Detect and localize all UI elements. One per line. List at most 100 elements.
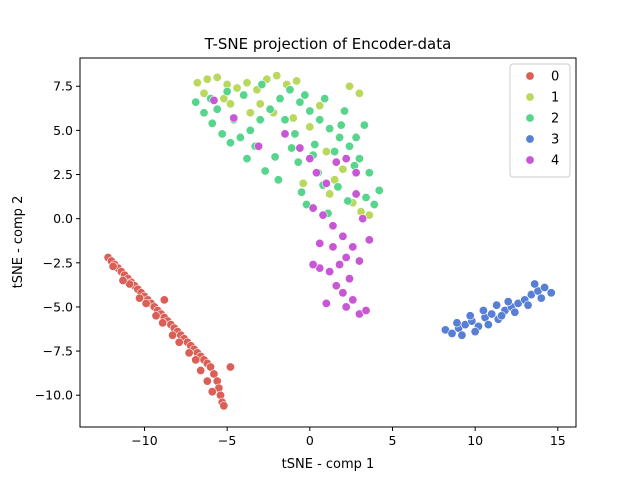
scatter-point-class-4 xyxy=(358,214,368,224)
scatter-point-class-2 xyxy=(217,129,227,139)
scatter-point-class-3 xyxy=(536,293,546,303)
scatter-point-class-4 xyxy=(341,253,351,263)
scatter-point-class-1 xyxy=(315,101,325,111)
scatter-point-class-4 xyxy=(321,298,331,308)
scatter-point-class-4 xyxy=(321,178,331,188)
legend-label-1: 1 xyxy=(551,91,559,106)
y-tick-label: −10.0 xyxy=(35,388,73,403)
scatter-point-class-2 xyxy=(255,115,265,125)
scatter-point-class-0 xyxy=(159,295,169,305)
y-tick-label: −5.0 xyxy=(43,299,73,314)
scatter-point-class-3 xyxy=(483,320,493,330)
scatter-point-class-2 xyxy=(295,97,305,107)
scatter-point-class-4 xyxy=(354,256,364,266)
scatter-point-class-2 xyxy=(245,125,255,135)
scatter-point-class-4 xyxy=(348,242,358,252)
legend-marker-2 xyxy=(525,113,535,123)
scatter-point-class-2 xyxy=(310,140,320,150)
scatter-point-class-0 xyxy=(158,318,168,328)
scatter-point-class-4 xyxy=(229,113,239,123)
x-tick-label: 5 xyxy=(389,433,397,448)
legend-marker-0 xyxy=(525,71,535,81)
scatter-point-class-1 xyxy=(202,74,212,84)
scatter-point-class-4 xyxy=(295,143,305,153)
scatter-point-class-1 xyxy=(242,78,252,88)
y-tick-label: 0.0 xyxy=(53,211,73,226)
scatter-point-class-1 xyxy=(255,99,265,109)
y-tick-label: 7.5 xyxy=(53,79,73,94)
scatter-point-class-4 xyxy=(348,295,358,305)
scatter-point-class-4 xyxy=(364,235,374,245)
x-tick-label: 0 xyxy=(306,433,314,448)
scatter-point-class-0 xyxy=(168,330,178,340)
legend-box xyxy=(509,63,571,178)
scatter-point-class-2 xyxy=(354,154,364,164)
scatter-point-class-4 xyxy=(315,238,325,248)
x-tick-label: 15 xyxy=(550,433,566,448)
scatter-point-class-0 xyxy=(135,293,145,303)
scatter-point-class-2 xyxy=(191,97,201,107)
scatter-point-class-0 xyxy=(202,376,212,386)
legend-label-2: 2 xyxy=(551,112,559,127)
scatter-point-class-2 xyxy=(257,79,267,89)
scatter-point-class-2 xyxy=(351,132,361,142)
scatter-point-class-3 xyxy=(503,297,513,307)
scatter-point-class-2 xyxy=(343,196,353,206)
scatter-points xyxy=(103,71,556,411)
scatter-point-class-2 xyxy=(340,106,350,116)
scatter-point-class-1 xyxy=(325,189,335,199)
scatter-point-class-1 xyxy=(292,76,302,86)
scatter-point-class-3 xyxy=(447,328,457,338)
scatter-point-class-2 xyxy=(336,120,346,130)
scatter-point-class-1 xyxy=(354,88,364,98)
scatter-point-class-4 xyxy=(341,154,351,164)
scatter-point-class-2 xyxy=(359,120,369,130)
scatter-point-class-0 xyxy=(184,348,194,358)
scatter-point-class-0 xyxy=(219,401,229,411)
y-tick-label: −2.5 xyxy=(43,255,73,270)
scatter-point-class-2 xyxy=(320,94,330,104)
legend-marker-3 xyxy=(525,134,535,144)
plot-frame xyxy=(79,57,577,428)
legend-label-3: 3 xyxy=(551,133,559,148)
y-tick-label: −7.5 xyxy=(43,344,73,359)
scatter-point-class-0 xyxy=(151,311,161,321)
scatter-point-class-3 xyxy=(497,311,507,321)
scatter-point-class-3 xyxy=(523,300,533,310)
scatter-point-class-2 xyxy=(333,182,343,192)
scatter-point-class-2 xyxy=(242,154,252,164)
scatter-point-class-4 xyxy=(318,210,328,220)
scatter-point-class-2 xyxy=(280,115,290,125)
scatter-point-class-1 xyxy=(245,108,255,118)
scatter-point-class-2 xyxy=(199,108,209,118)
scatter-point-class-1 xyxy=(272,71,282,81)
scatter-point-class-4 xyxy=(311,168,321,178)
scatter-point-class-4 xyxy=(325,267,335,277)
scatter-point-class-0 xyxy=(225,362,235,372)
scatter-point-class-2 xyxy=(361,192,371,202)
scatter-point-class-1 xyxy=(225,99,235,109)
scatter-point-class-2 xyxy=(330,147,340,157)
scatter-point-class-4 xyxy=(331,281,341,291)
scatter-point-class-2 xyxy=(275,94,285,104)
scatter-point-class-2 xyxy=(325,124,335,134)
scatter-point-class-4 xyxy=(280,129,290,139)
scatter-point-class-4 xyxy=(338,288,348,298)
scatter-point-class-4 xyxy=(351,168,361,178)
scatter-point-class-2 xyxy=(212,104,222,114)
scatter-point-class-3 xyxy=(457,330,467,340)
scatter-point-class-4 xyxy=(351,189,361,199)
scatter-point-class-2 xyxy=(344,141,354,151)
scatter-point-class-0 xyxy=(191,355,201,365)
scatter-point-class-3 xyxy=(492,300,502,310)
scatter-point-class-2 xyxy=(273,175,283,185)
legend-label-4: 4 xyxy=(551,154,559,169)
scatter-point-class-4 xyxy=(338,231,348,241)
scatter-point-class-2 xyxy=(293,157,303,167)
scatter-point-class-2 xyxy=(265,104,275,114)
scatter-point-class-4 xyxy=(254,141,264,151)
chart-title: T-SNE projection of Encoder-data xyxy=(204,35,452,53)
scatter-point-class-4 xyxy=(308,203,318,213)
scatter-point-class-3 xyxy=(530,279,540,289)
scatter-point-class-3 xyxy=(465,311,475,321)
